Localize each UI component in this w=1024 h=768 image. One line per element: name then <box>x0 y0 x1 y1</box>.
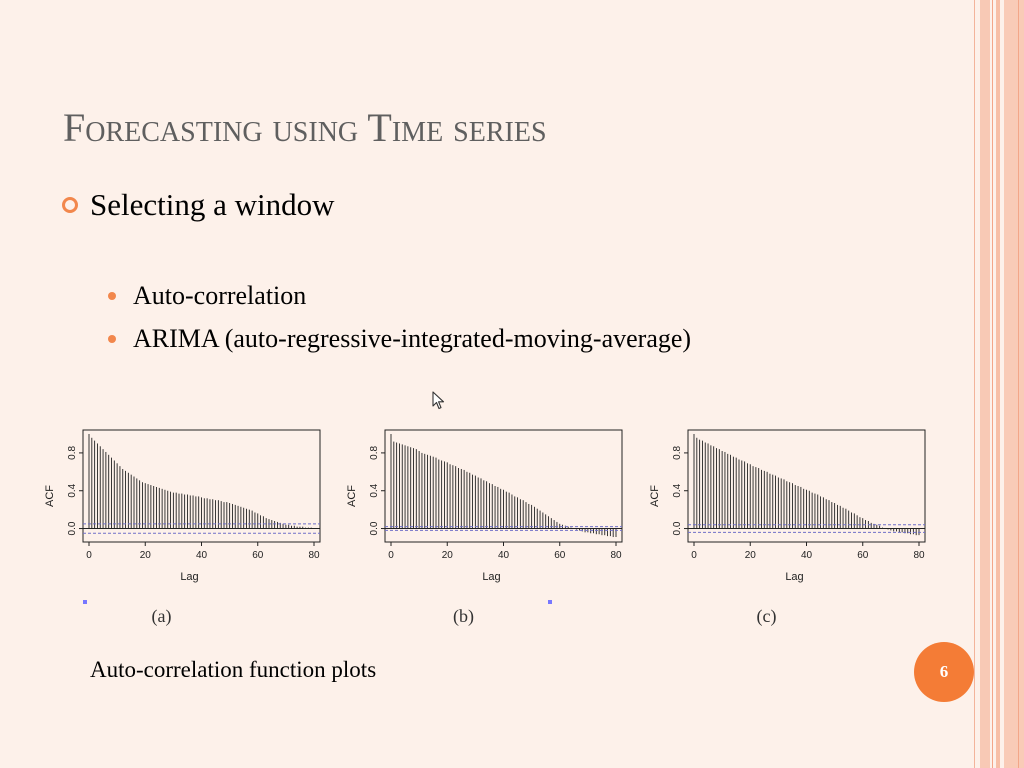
figure-caption: Auto-correlation function plots <box>90 657 377 682</box>
selection-marker <box>83 600 87 604</box>
x-tick-label: 20 <box>140 550 152 561</box>
x-tick-label: 0 <box>388 550 394 561</box>
selection-marker <box>548 600 552 604</box>
decorative-stripes <box>974 0 1024 768</box>
acf-panel: 0 20 40 60 80 0.0 0.4 0.8 Lag ACF (b) <box>346 429 623 627</box>
x-tick-label: 40 <box>498 550 510 561</box>
x-tick-label: 20 <box>745 550 757 561</box>
mouse-pointer-icon <box>432 391 445 410</box>
main-bullet-text: Selecting a window <box>90 187 335 222</box>
ring-bullet-icon <box>62 197 78 213</box>
x-axis-label: Lag <box>180 571 198 583</box>
slide-title: Forecasting using Time series <box>63 105 547 150</box>
x-tick-label: 0 <box>86 550 92 561</box>
x-tick-label: 60 <box>252 550 264 561</box>
x-tick-label: 80 <box>610 550 622 561</box>
acf-panel: 0 20 40 60 80 0.0 0.4 0.8 Lag ACF (c) <box>649 429 926 627</box>
y-tick-label: 0.4 <box>67 483 78 497</box>
y-tick-label: 0.8 <box>672 446 683 460</box>
panel-label: (b) <box>453 606 474 627</box>
page-number-badge: 6 <box>914 642 974 702</box>
main-bullet: Selecting a window <box>62 187 335 223</box>
y-tick-label: 0.0 <box>67 521 78 535</box>
y-tick-label: 0.8 <box>369 446 380 460</box>
y-tick-label: 0.8 <box>67 446 78 460</box>
y-tick-label: 0.4 <box>672 483 683 497</box>
y-axis-label: ACF <box>649 485 661 507</box>
sub-bullet-text: Auto-correlation <box>133 281 307 310</box>
x-axis-label: Lag <box>482 571 500 583</box>
y-tick-label: 0.0 <box>672 521 683 535</box>
x-tick-label: 40 <box>196 550 208 561</box>
panel-label: (a) <box>152 606 172 627</box>
y-tick-label: 0.0 <box>369 521 380 535</box>
sub-bullet-text: ARIMA (auto-regressive-integrated-moving… <box>133 324 692 353</box>
x-tick-label: 60 <box>554 550 566 561</box>
x-tick-label: 0 <box>691 550 697 561</box>
panel-label: (c) <box>757 606 777 627</box>
page-number: 6 <box>939 662 949 681</box>
x-tick-label: 20 <box>442 550 454 561</box>
dot-bullet-icon <box>108 335 116 343</box>
dot-bullet-icon <box>108 292 116 300</box>
sub-bullet: Auto-correlation <box>108 281 306 311</box>
x-tick-label: 60 <box>857 550 869 561</box>
sub-bullet: ARIMA (auto-regressive-integrated-moving… <box>108 324 691 354</box>
y-tick-label: 0.4 <box>369 483 380 497</box>
x-axis-label: Lag <box>785 571 803 583</box>
y-axis-label: ACF <box>44 485 56 507</box>
acf-panel: 0 20 40 60 80 0.0 0.4 0.8 Lag ACF (a) <box>44 429 321 627</box>
x-tick-label: 80 <box>308 550 320 561</box>
x-tick-label: 80 <box>913 550 925 561</box>
x-tick-label: 40 <box>801 550 813 561</box>
y-axis-label: ACF <box>346 485 358 507</box>
